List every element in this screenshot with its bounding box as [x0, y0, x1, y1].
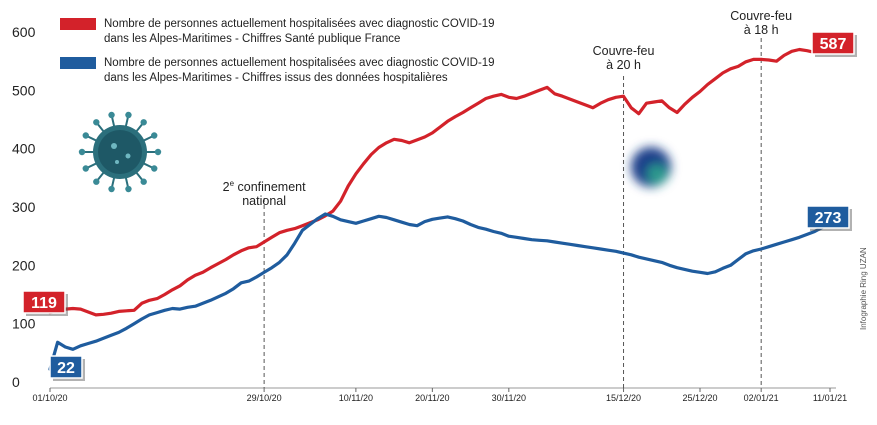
x-tick-label: 02/01/21 — [744, 393, 779, 403]
badge-blue-end — [806, 205, 850, 229]
x-tick-label: 30/11/20 — [492, 393, 526, 403]
y-tick-label: 300 — [12, 199, 36, 215]
x-tick-label: 29/10/20 — [247, 393, 282, 403]
event-label-line2: à 20 h — [606, 58, 641, 72]
virus-spike-tip — [125, 111, 132, 119]
credit-text: Infographie Ring UZAN — [859, 247, 868, 330]
series-line-spf — [48, 37, 832, 317]
virus-spike-tip — [78, 148, 86, 156]
virus-spike-tip — [125, 185, 132, 193]
legend-blue-line1: Nombre de personnes actuellement hospita… — [104, 57, 495, 69]
y-tick-label: 400 — [12, 141, 36, 157]
x-tick-label: 25/12/20 — [682, 393, 717, 403]
badge-red-start — [22, 290, 66, 314]
x-tick-label: 10/11/20 — [339, 393, 373, 403]
badge-blue-start — [49, 355, 83, 379]
badge-red-end — [811, 31, 855, 55]
virus-spike-tip — [151, 165, 158, 172]
legend-blue-swatch — [60, 57, 96, 69]
x-tick-label: 11/01/21 — [813, 393, 847, 403]
legend-red-line2: dans les Alpes-Maritimes - Chiffres Sant… — [104, 33, 400, 45]
badge-red-start-text: 119 — [31, 295, 57, 312]
y-tick-label: 600 — [12, 24, 36, 40]
y-tick-label: 100 — [12, 316, 36, 332]
badge-red-end-text: 587 — [820, 36, 847, 53]
y-tick-label: 0 — [12, 374, 20, 390]
event-label: 2e confinement — [223, 179, 307, 194]
y-tick-label: 500 — [12, 82, 36, 98]
virus-icon — [78, 111, 162, 193]
legend-blue-line2: dans les Alpes-Maritimes - Chiffres issu… — [104, 72, 448, 84]
blurred-virus-icon — [631, 147, 671, 187]
x-tick-label: 01/10/20 — [32, 393, 67, 403]
virus-spike-tip — [154, 148, 162, 156]
legend-red-line1: Nombre de personnes actuellement hospita… — [104, 18, 495, 30]
virus-spike-tip — [93, 119, 100, 126]
virus-spike-tip — [82, 132, 89, 139]
series-line-hospital — [48, 212, 832, 371]
legend: Nombre de personnes actuellement hospita… — [60, 18, 495, 84]
virus-spike-tip — [82, 165, 89, 172]
virus-spike-tip — [140, 178, 147, 185]
event-label: Couvre-feu — [730, 9, 792, 23]
event-label-line2: à 18 h — [744, 23, 779, 37]
virus-spike-tip — [93, 178, 100, 185]
virus-spike-tip — [151, 132, 158, 139]
series-lines — [48, 37, 832, 371]
event-label: Couvre-feu — [593, 44, 655, 58]
virus-spike-tip — [140, 119, 147, 126]
badge-blue-end-text: 273 — [815, 210, 842, 227]
value-badges: 119 22 587 273 — [22, 31, 857, 381]
virus-spike-tip — [108, 111, 115, 119]
legend-red-swatch — [60, 18, 96, 30]
event-label-line2: national — [242, 194, 286, 208]
y-tick-label: 200 — [12, 257, 36, 273]
badge-blue-start-text: 22 — [57, 360, 75, 377]
x-tick-label: 15/12/20 — [606, 393, 641, 403]
virus-spike-tip — [108, 185, 115, 193]
x-tick-label: 20/11/20 — [415, 393, 449, 403]
axes: 0 100 200 300 400 500 600 01/10/20 29/10/20 10/11… — [12, 24, 847, 403]
